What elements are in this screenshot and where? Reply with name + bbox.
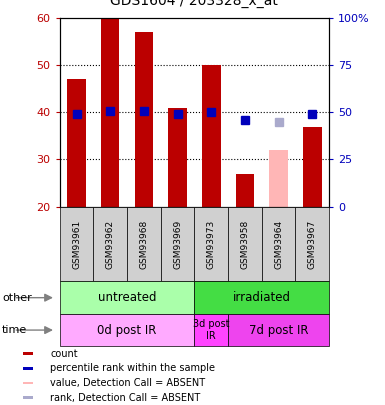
Bar [262,207,296,281]
Text: other: other [2,293,32,303]
Bar [23,396,33,399]
Bar [168,108,187,207]
Text: 0d post IR: 0d post IR [97,324,157,337]
Text: GDS1604 / 203328_x_at: GDS1604 / 203328_x_at [110,0,278,8]
Bar [194,314,228,346]
Bar [135,32,153,207]
Bar [303,126,321,207]
Text: count: count [50,349,78,358]
Text: value, Detection Call = ABSENT: value, Detection Call = ABSENT [50,378,206,388]
Text: irradiated: irradiated [233,291,291,304]
Text: GSM93973: GSM93973 [207,220,216,269]
Bar [23,352,33,355]
Text: time: time [2,325,27,335]
Bar [60,281,194,314]
Text: GSM93967: GSM93967 [308,220,317,269]
Bar [270,150,288,207]
Bar [60,207,93,281]
Text: GSM93958: GSM93958 [241,220,249,269]
Bar [23,367,33,370]
Bar [296,207,329,281]
Bar [101,18,119,207]
Bar [194,207,228,281]
Text: GSM93961: GSM93961 [72,220,81,269]
Bar [194,281,329,314]
Bar [127,207,161,281]
Text: GSM93964: GSM93964 [274,220,283,269]
Bar [202,65,221,207]
Bar [93,207,127,281]
Text: GSM93968: GSM93968 [139,220,148,269]
Bar [228,314,329,346]
Text: 7d post IR: 7d post IR [249,324,308,337]
Text: untreated: untreated [98,291,156,304]
Text: GSM93962: GSM93962 [106,220,115,269]
Bar [23,382,33,384]
Bar [236,174,254,207]
Text: 3d post
IR: 3d post IR [193,319,229,341]
Bar [67,79,86,207]
Bar [60,314,194,346]
Bar [228,207,262,281]
Bar [161,207,194,281]
Text: GSM93969: GSM93969 [173,220,182,269]
Text: percentile rank within the sample: percentile rank within the sample [50,363,216,373]
Text: rank, Detection Call = ABSENT: rank, Detection Call = ABSENT [50,393,201,403]
